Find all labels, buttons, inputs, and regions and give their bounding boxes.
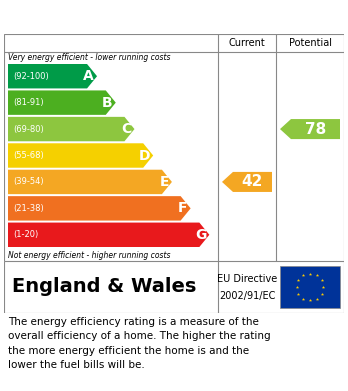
Text: 2002/91/EC: 2002/91/EC — [219, 291, 275, 301]
Text: (39-54): (39-54) — [13, 178, 44, 187]
Text: 78: 78 — [305, 122, 326, 136]
Text: E: E — [159, 175, 169, 189]
Text: G: G — [195, 228, 206, 242]
Text: Not energy efficient - higher running costs: Not energy efficient - higher running co… — [8, 251, 171, 260]
Text: F: F — [178, 201, 188, 215]
Text: (92-100): (92-100) — [13, 72, 49, 81]
Text: A: A — [83, 69, 94, 83]
Text: Very energy efficient - lower running costs: Very energy efficient - lower running co… — [8, 53, 171, 62]
Polygon shape — [8, 196, 191, 221]
Text: 42: 42 — [242, 174, 263, 189]
Polygon shape — [8, 222, 209, 247]
Polygon shape — [8, 143, 153, 168]
Text: (21-38): (21-38) — [13, 204, 44, 213]
Text: EU Directive: EU Directive — [217, 274, 277, 284]
Text: C: C — [121, 122, 132, 136]
Text: England & Wales: England & Wales — [12, 278, 196, 296]
Text: Potential: Potential — [288, 38, 332, 48]
Polygon shape — [8, 117, 134, 141]
Bar — [280, 266, 340, 308]
Text: (1-20): (1-20) — [13, 230, 38, 239]
Polygon shape — [8, 170, 172, 194]
Polygon shape — [8, 64, 97, 88]
Text: Energy Efficiency Rating: Energy Efficiency Rating — [8, 8, 237, 26]
Text: (55-68): (55-68) — [13, 151, 44, 160]
Polygon shape — [222, 172, 272, 192]
Text: Current: Current — [229, 38, 266, 48]
Text: (69-80): (69-80) — [13, 125, 44, 134]
Text: B: B — [102, 96, 113, 109]
Polygon shape — [280, 119, 340, 139]
Text: D: D — [139, 149, 150, 163]
Polygon shape — [8, 90, 116, 115]
Text: (81-91): (81-91) — [13, 98, 44, 107]
Text: The energy efficiency rating is a measure of the
overall efficiency of a home. T: The energy efficiency rating is a measur… — [8, 317, 271, 370]
